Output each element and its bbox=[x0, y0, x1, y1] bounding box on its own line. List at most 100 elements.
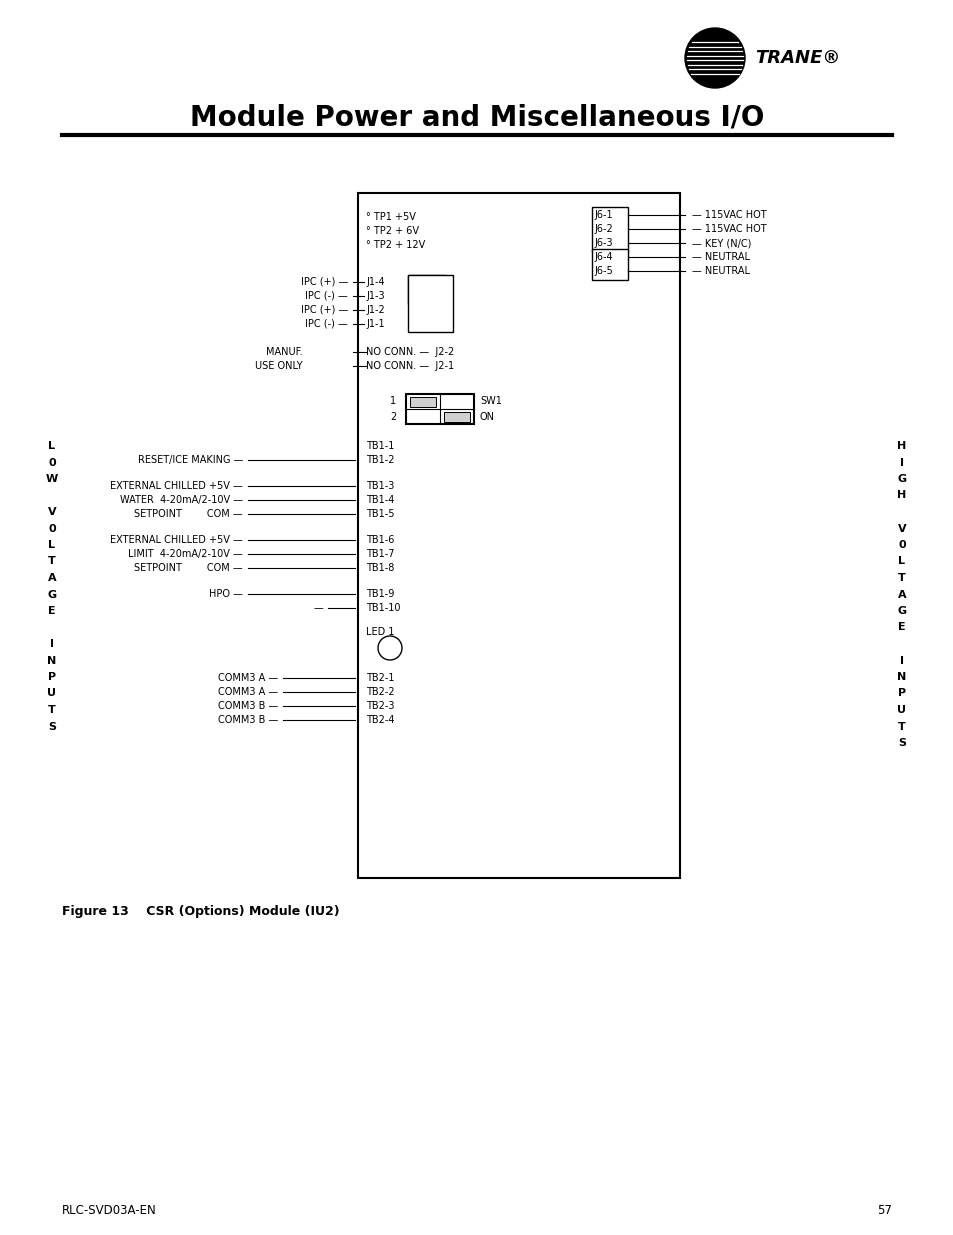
Text: IPC (+) —: IPC (+) — bbox=[300, 277, 348, 287]
Text: ° TP2 + 12V: ° TP2 + 12V bbox=[366, 240, 425, 249]
Text: NO CONN. —  J2-2: NO CONN. — J2-2 bbox=[366, 347, 454, 357]
Text: J1-2: J1-2 bbox=[366, 305, 384, 315]
Text: — KEY (N/C): — KEY (N/C) bbox=[691, 238, 751, 248]
Bar bbox=[408, 275, 453, 332]
Bar bbox=[406, 394, 474, 424]
Text: G: G bbox=[897, 606, 905, 616]
Text: U: U bbox=[48, 688, 56, 699]
Text: J6-4: J6-4 bbox=[594, 252, 612, 262]
Text: TB1-3: TB1-3 bbox=[366, 480, 394, 492]
Bar bbox=[592, 249, 627, 280]
Text: E: E bbox=[49, 606, 56, 616]
Text: J6-1: J6-1 bbox=[594, 210, 612, 220]
Text: TB2-4: TB2-4 bbox=[366, 715, 395, 725]
Text: SW1: SW1 bbox=[479, 396, 501, 406]
Text: — 115VAC HOT: — 115VAC HOT bbox=[691, 224, 766, 233]
Circle shape bbox=[684, 28, 744, 88]
Text: T: T bbox=[48, 557, 56, 567]
Text: G: G bbox=[897, 474, 905, 484]
Text: N: N bbox=[897, 672, 905, 682]
Text: T: T bbox=[897, 721, 905, 731]
Text: IPC (+) —: IPC (+) — bbox=[300, 305, 348, 315]
Text: TB1-6: TB1-6 bbox=[366, 535, 394, 545]
Text: A: A bbox=[48, 573, 56, 583]
Text: SETPOINT        COM —: SETPOINT COM — bbox=[134, 509, 243, 519]
Text: P: P bbox=[897, 688, 905, 699]
Text: J1-3: J1-3 bbox=[366, 291, 384, 301]
Text: T: T bbox=[897, 573, 905, 583]
Text: NO CONN. —  J2-1: NO CONN. — J2-1 bbox=[366, 361, 454, 370]
Text: 0: 0 bbox=[49, 524, 56, 534]
Text: TB1-9: TB1-9 bbox=[366, 589, 394, 599]
Text: WATER  4-20mA/2-10V —: WATER 4-20mA/2-10V — bbox=[120, 495, 243, 505]
Text: U: U bbox=[897, 705, 905, 715]
Text: COMM3 B —: COMM3 B — bbox=[217, 701, 277, 711]
Text: J6-3: J6-3 bbox=[594, 238, 612, 248]
Text: — NEUTRAL: — NEUTRAL bbox=[691, 266, 749, 275]
Text: N: N bbox=[48, 656, 56, 666]
Text: I: I bbox=[50, 638, 54, 650]
Text: IPC (-) —: IPC (-) — bbox=[305, 291, 348, 301]
Text: TB2-1: TB2-1 bbox=[366, 673, 395, 683]
Bar bbox=[410, 396, 436, 408]
Text: I: I bbox=[899, 457, 903, 468]
Text: RLC-SVD03A-EN: RLC-SVD03A-EN bbox=[62, 1203, 156, 1216]
Text: J1-1: J1-1 bbox=[366, 319, 384, 329]
Text: TB1-10: TB1-10 bbox=[366, 603, 400, 613]
Text: Figure 13    CSR (Options) Module (IU2): Figure 13 CSR (Options) Module (IU2) bbox=[62, 905, 339, 918]
Text: L: L bbox=[898, 557, 904, 567]
Text: H: H bbox=[897, 441, 905, 451]
Text: 2: 2 bbox=[390, 411, 395, 421]
Text: J6-2: J6-2 bbox=[594, 224, 612, 233]
Text: — NEUTRAL: — NEUTRAL bbox=[691, 252, 749, 262]
Text: E: E bbox=[897, 622, 904, 632]
Text: SETPOINT        COM —: SETPOINT COM — bbox=[134, 563, 243, 573]
Text: ° TP1 +5V: ° TP1 +5V bbox=[366, 212, 416, 222]
Text: COMM3 B —: COMM3 B — bbox=[217, 715, 277, 725]
Text: USE ONLY: USE ONLY bbox=[255, 361, 303, 370]
Text: TRANE®: TRANE® bbox=[754, 49, 840, 67]
Text: H: H bbox=[897, 490, 905, 500]
Text: S: S bbox=[48, 721, 56, 731]
Text: RESET/ICE MAKING —: RESET/ICE MAKING — bbox=[137, 454, 243, 466]
Text: —: — bbox=[313, 603, 323, 613]
Text: — 115VAC HOT: — 115VAC HOT bbox=[691, 210, 766, 220]
Text: A: A bbox=[897, 589, 905, 599]
Text: HPO —: HPO — bbox=[209, 589, 243, 599]
Text: TB1-5: TB1-5 bbox=[366, 509, 395, 519]
Text: IPC (-) —: IPC (-) — bbox=[305, 319, 348, 329]
Text: 1: 1 bbox=[390, 396, 395, 406]
Text: V: V bbox=[897, 524, 905, 534]
Bar bbox=[357, 193, 679, 878]
Text: J1-4: J1-4 bbox=[366, 277, 384, 287]
Text: P: P bbox=[48, 672, 56, 682]
Text: Module Power and Miscellaneous I/O: Module Power and Miscellaneous I/O bbox=[190, 104, 763, 132]
Bar bbox=[408, 275, 444, 304]
Text: TB1-8: TB1-8 bbox=[366, 563, 394, 573]
Bar bbox=[592, 207, 627, 252]
Text: ° TP2 + 6V: ° TP2 + 6V bbox=[366, 226, 418, 236]
Text: W: W bbox=[46, 474, 58, 484]
Text: LIMIT  4-20mA/2-10V —: LIMIT 4-20mA/2-10V — bbox=[128, 550, 243, 559]
Text: LED 1: LED 1 bbox=[366, 627, 395, 637]
Bar bbox=[443, 412, 470, 422]
Text: TB2-2: TB2-2 bbox=[366, 687, 395, 697]
Text: 0: 0 bbox=[49, 457, 56, 468]
Text: T: T bbox=[48, 705, 56, 715]
Text: I: I bbox=[899, 656, 903, 666]
Text: ON: ON bbox=[479, 411, 495, 421]
Text: MANUF.: MANUF. bbox=[266, 347, 303, 357]
Text: L: L bbox=[49, 441, 55, 451]
Text: COMM3 A —: COMM3 A — bbox=[217, 673, 277, 683]
Text: J6-5: J6-5 bbox=[594, 266, 612, 275]
Text: S: S bbox=[897, 739, 905, 748]
Text: L: L bbox=[49, 540, 55, 550]
Text: TB1-7: TB1-7 bbox=[366, 550, 395, 559]
Text: G: G bbox=[48, 589, 56, 599]
Text: TB2-3: TB2-3 bbox=[366, 701, 395, 711]
Text: 57: 57 bbox=[876, 1203, 891, 1216]
Circle shape bbox=[377, 636, 401, 659]
Text: TB1-4: TB1-4 bbox=[366, 495, 394, 505]
Text: EXTERNAL CHILLED +5V —: EXTERNAL CHILLED +5V — bbox=[111, 535, 243, 545]
Text: V: V bbox=[48, 508, 56, 517]
